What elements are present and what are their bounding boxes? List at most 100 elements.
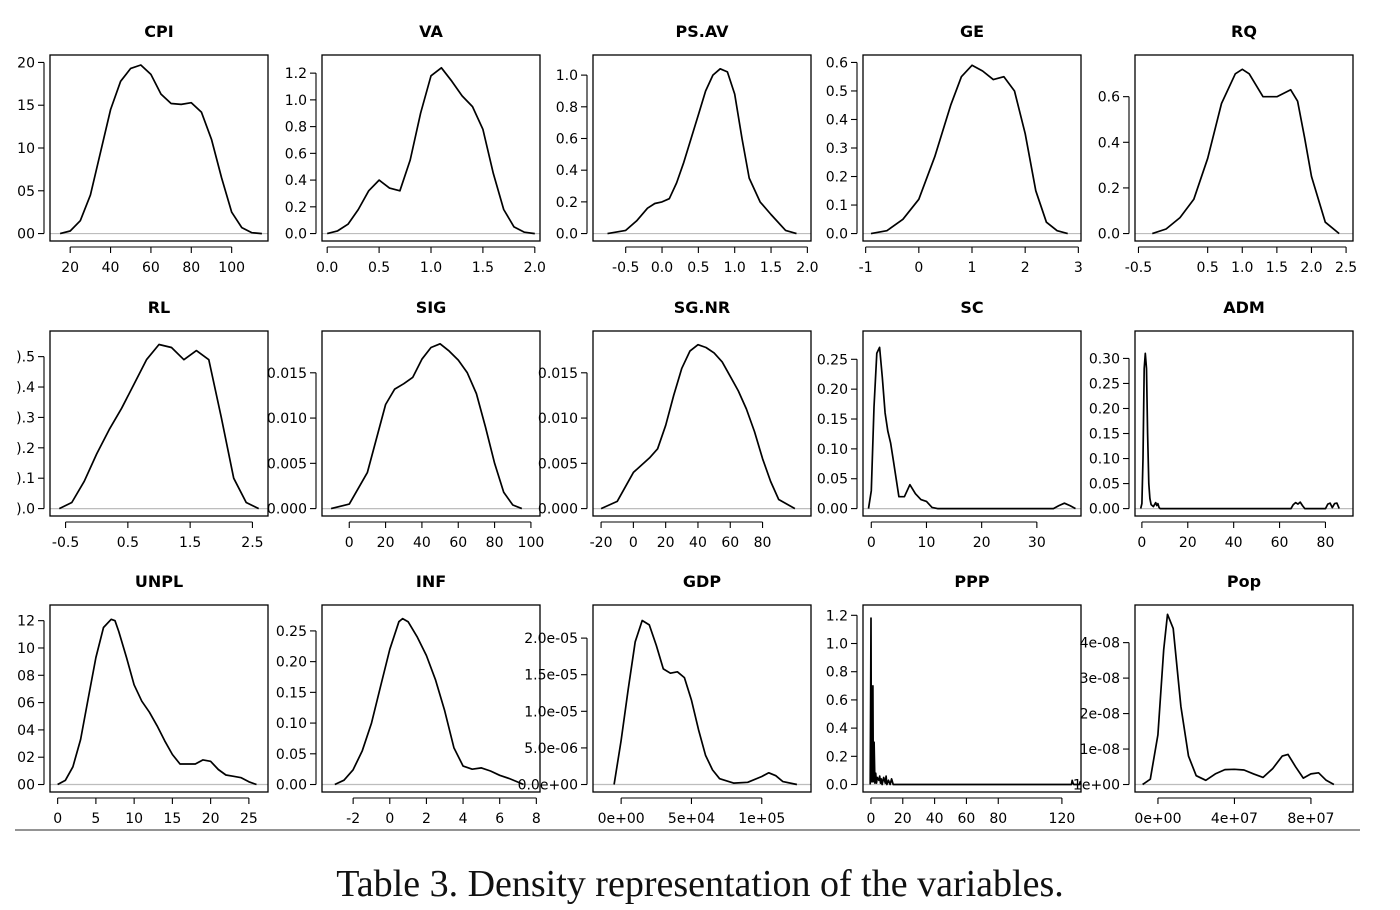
y-tick-label: 0.00	[1089, 502, 1120, 518]
x-tick-label: 0	[866, 811, 875, 827]
y-tick-label: 0.4	[1098, 135, 1120, 151]
plot-frame	[592, 604, 812, 793]
y-tick-label: 0.4	[285, 173, 307, 189]
x-tick-label: 20	[894, 811, 912, 827]
x-tick-label: 80	[486, 535, 504, 551]
y-tick-label: 0.000	[538, 502, 578, 518]
panel-ge: GE -1 0 1 2 3 0.0 0.1 0.2 0.3 0.4 0.5 0.6	[826, 22, 1083, 276]
y-tick-label: 0.005	[538, 456, 578, 472]
x-tick-label: 1.5	[1266, 260, 1288, 276]
x-tick-label: 0	[629, 535, 638, 551]
plot-frame	[321, 330, 541, 517]
y-tick-label: 0.8	[285, 120, 307, 136]
y-tick-label: 0.00	[817, 502, 848, 518]
plot-frame	[1134, 604, 1354, 793]
y-tick-label: 1e+00	[1073, 778, 1120, 794]
y-tick-label: 0.8	[556, 100, 578, 116]
density-curve	[1139, 352, 1340, 510]
y-tick-label: 0.0	[285, 227, 307, 243]
x-tick-label: 2	[422, 811, 431, 827]
density-curve	[59, 64, 262, 235]
x-tick-label: -0.5	[1125, 260, 1152, 276]
x-tick-label: 10	[125, 811, 143, 827]
x-tick-label: 60	[1271, 535, 1289, 551]
x-tick-label: 0	[867, 535, 876, 551]
y-tick-label: 0.4	[826, 721, 848, 737]
y-tick-label: 04	[17, 723, 35, 739]
y-tick-label: 20	[17, 55, 35, 71]
y-tick-label: 0.1	[826, 198, 848, 214]
y-tick-label: 0.2	[556, 195, 578, 211]
y-tick-label: 08	[17, 668, 35, 684]
y-tick-label: 1.0	[826, 637, 848, 653]
density-curve	[1152, 68, 1340, 235]
y-tick-label: 00	[17, 227, 35, 243]
x-tick-label: 1	[968, 260, 977, 276]
x-tick-label: 100	[518, 535, 545, 551]
y-tick-label: 00	[17, 778, 35, 794]
x-tick-label: 120	[1049, 811, 1076, 827]
y-tick-label: 0.6	[826, 55, 848, 71]
density-curve	[867, 346, 1076, 510]
x-tick-label: 1.5	[179, 535, 201, 551]
x-tick-label: 40	[102, 260, 120, 276]
x-tick-label: 0	[914, 260, 923, 276]
panel-sig: SIG 0 20 40 60 80 100 0.000 0.005 0.010 0.015	[267, 298, 544, 551]
x-tick-label: 0.5	[1197, 260, 1219, 276]
plot-frame	[49, 604, 269, 793]
x-tick-label: 20	[202, 811, 220, 827]
y-tick-label: 0.6	[826, 693, 848, 709]
y-tick-label: 0.20	[276, 655, 307, 671]
panel-title: PS.AV	[675, 22, 729, 41]
plot-frame	[592, 330, 812, 517]
density-curve	[57, 618, 257, 786]
y-tick-label: 0.0	[1098, 227, 1120, 243]
x-tick-label: 6	[495, 811, 504, 827]
y-tick-label: 1.0	[556, 68, 578, 84]
plot-frame	[321, 54, 541, 242]
plot-frame	[321, 604, 541, 793]
y-tick-label: 0.3	[826, 141, 848, 157]
y-tick-label: 0.0	[556, 227, 578, 243]
y-tick-label: 0.8	[826, 665, 848, 681]
x-tick-label: 40	[1225, 535, 1243, 551]
x-tick-label: 0.5	[368, 260, 390, 276]
x-tick-label: 10	[918, 535, 936, 551]
x-tick-label: 40	[689, 535, 707, 551]
panel-gdp: GDP 0e+00 5e+04 1e+05 0.0e+00 5.0e-06 1.0e-05 1…	[518, 572, 812, 827]
panel-title: INF	[416, 572, 446, 591]
y-tick-label: ).5	[16, 350, 35, 366]
y-tick-label: 0.15	[1089, 427, 1120, 443]
x-tick-label: -1	[859, 260, 873, 276]
x-tick-label: 2.0	[796, 260, 818, 276]
panel-unpl: UNPL 0 5 10 15 20 25 00 02 04 06 08 10 12	[17, 572, 269, 827]
y-tick-label: 0.25	[1089, 376, 1120, 392]
x-tick-label: 2.5	[1335, 260, 1357, 276]
y-tick-label: 0.0	[826, 227, 848, 243]
y-tick-label: 0.015	[267, 366, 307, 382]
panel-sg-nr: SG.NR -20 0 20 40 60 80 0.000 0.005 0.010 0.015	[538, 298, 812, 551]
y-tick-label: 0.2	[826, 749, 848, 765]
panel-ps-av: PS.AV -0.5 0.0 0.5 1.0 1.5 2.0 0.0 0.2 0.4 0.6 0.8 1…	[556, 22, 819, 276]
y-tick-label: ).2	[16, 441, 35, 457]
figure-caption: Table 3. Density representation of the v…	[336, 863, 1064, 905]
x-tick-label: 5	[91, 811, 100, 827]
y-tick-label: 0.010	[538, 411, 578, 427]
y-tick-label: 1.0e-05	[524, 704, 578, 720]
panel-title: VA	[419, 22, 443, 41]
x-tick-label: 8	[532, 811, 541, 827]
panel-va: VA 0.0 0.5 1.0 1.5 2.0 0.0 0.2 0.4 0.6 0.8 1.0 1.2	[285, 22, 546, 276]
y-tick-label: 0.10	[1089, 452, 1120, 468]
y-tick-label: 0.5	[826, 84, 848, 100]
y-tick-label: 0.005	[267, 456, 307, 472]
y-tick-label: 0.015	[538, 366, 578, 382]
panel-adm: ADM 0 20 40 60 80 0.00 0.05 0.10 0.15 0.20 0.25 0.30	[1089, 298, 1354, 551]
x-tick-label: 8e+07	[1287, 811, 1334, 827]
x-tick-label: 0e+00	[598, 811, 645, 827]
y-tick-label: 06	[17, 696, 35, 712]
x-tick-label: 25	[240, 811, 258, 827]
y-tick-label: 0.30	[1089, 351, 1120, 367]
plot-frame	[862, 54, 1082, 242]
y-tick-label: ).1	[16, 471, 35, 487]
